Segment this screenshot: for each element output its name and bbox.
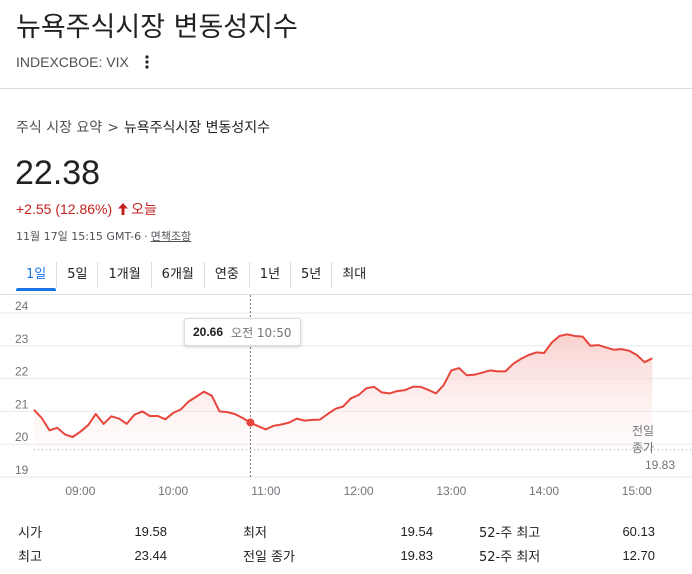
key-stats-table: 시가 19.58 최저 19.54 52-주 최고 60.13 최고 23.44… [18, 519, 678, 567]
hover-point [246, 418, 255, 427]
stat-value-low: 19.54 [400, 523, 433, 539]
tabs-divider [0, 294, 692, 295]
page-title: 뉴욕주식시장 변동성지수 [16, 12, 298, 43]
tooltip-time: 오전 10:50 [231, 325, 292, 340]
stat-label-open: 시가 [18, 525, 42, 541]
stat-label-prev-close: 전일 종가 [243, 549, 295, 565]
x-tick-label: 15:00 [622, 484, 652, 498]
chart-series-line [33, 333, 653, 438]
x-tick-label: 14:00 [529, 484, 559, 498]
ticker-row: INDEXCBOE: VIX [16, 52, 153, 72]
tab-1m[interactable]: 1개월 [98, 262, 152, 288]
stats-row: 시가 19.58 최저 19.54 52-주 최고 60.13 [18, 519, 678, 543]
tab-5y[interactable]: 5년 [291, 262, 333, 288]
stat-value-52w-high: 60.13 [622, 523, 655, 539]
range-tabs: 1일 5일 1개월 6개월 연중 1년 5년 최대 [16, 262, 376, 292]
y-tick-label: 22 [15, 365, 29, 379]
tab-6m[interactable]: 6개월 [152, 262, 205, 288]
y-tick-label: 20 [15, 430, 29, 444]
chart-tooltip: 20.66 오전 10:50 [184, 318, 301, 346]
more-vert-icon [145, 55, 149, 69]
y-tick-label: 24 [15, 299, 29, 313]
previous-close-value: 19.83 [645, 458, 675, 472]
stat-label-52w-low: 52-주 최저 [479, 549, 541, 565]
stat-value-open: 19.58 [134, 523, 167, 539]
stats-row: 최고 23.44 전일 종가 19.83 52-주 최저 12.70 [18, 543, 678, 567]
tab-ytd[interactable]: 연중 [205, 262, 250, 288]
x-tick-label: 12:00 [344, 484, 374, 498]
tab-1y[interactable]: 1년 [250, 262, 292, 288]
y-tick-label: 21 [15, 397, 29, 411]
x-tick-label: 10:00 [158, 484, 188, 498]
x-tick-label: 09:00 [65, 484, 95, 498]
previous-close-label-line2: 종가 [632, 441, 654, 455]
current-price: 22.38 [15, 154, 101, 192]
x-tick-label: 11:00 [251, 484, 280, 498]
quote-timestamp-row: 11월 17일 15:15 GMT-6 · 면책조항 [16, 229, 191, 245]
change-period: 오늘 [131, 202, 157, 218]
more-options-button[interactable] [141, 53, 153, 71]
price-change: +2.55 (12.86%) [16, 201, 113, 217]
timestamp-separator: · [144, 230, 148, 243]
previous-close-label-line1: 전일 [632, 424, 654, 438]
price-chart[interactable]: 24 23 22 21 20 19 09:00 10:00 11:00 12:00 13:00 14… [0, 295, 692, 505]
tooltip-value: 20.66 [193, 325, 224, 339]
stat-value-high: 23.44 [134, 547, 167, 563]
stat-label-low: 최저 [243, 525, 267, 541]
stat-label-52w-high: 52-주 최고 [479, 525, 541, 541]
breadcrumb: 주식 시장 요약 > 뉴욕주식시장 변동성지수 [16, 118, 270, 138]
breadcrumb-separator: > [107, 120, 119, 136]
stat-value-52w-low: 12.70 [622, 547, 655, 563]
quote-timestamp: 11월 17일 15:15 GMT-6 [16, 230, 142, 243]
arrow-up-icon [118, 203, 129, 215]
breadcrumb-current: 뉴욕주식시장 변동성지수 [123, 120, 271, 136]
stat-label-high: 최고 [18, 549, 42, 565]
disclaimer-link[interactable]: 면책조항 [150, 230, 192, 243]
y-tick-label: 19 [15, 463, 29, 477]
chart-area-fill [34, 334, 653, 450]
x-tick-label: 13:00 [436, 484, 466, 498]
ticker-symbol: INDEXCBOE: VIX [16, 54, 129, 70]
y-tick-label: 23 [15, 332, 29, 346]
price-chart-svg: 24 23 22 21 20 19 09:00 10:00 11:00 12:00 13:00 14… [0, 295, 692, 498]
breadcrumb-market-summary-link[interactable]: 주식 시장 요약 [16, 120, 103, 136]
tab-1d[interactable]: 1일 [16, 262, 58, 291]
tab-5d[interactable]: 5일 [57, 262, 99, 288]
tab-max[interactable]: 최대 [342, 267, 367, 282]
header-divider [0, 88, 692, 89]
price-change-row: +2.55 (12.86%) 오늘 [16, 199, 157, 219]
stat-value-prev-close: 19.83 [400, 547, 433, 563]
